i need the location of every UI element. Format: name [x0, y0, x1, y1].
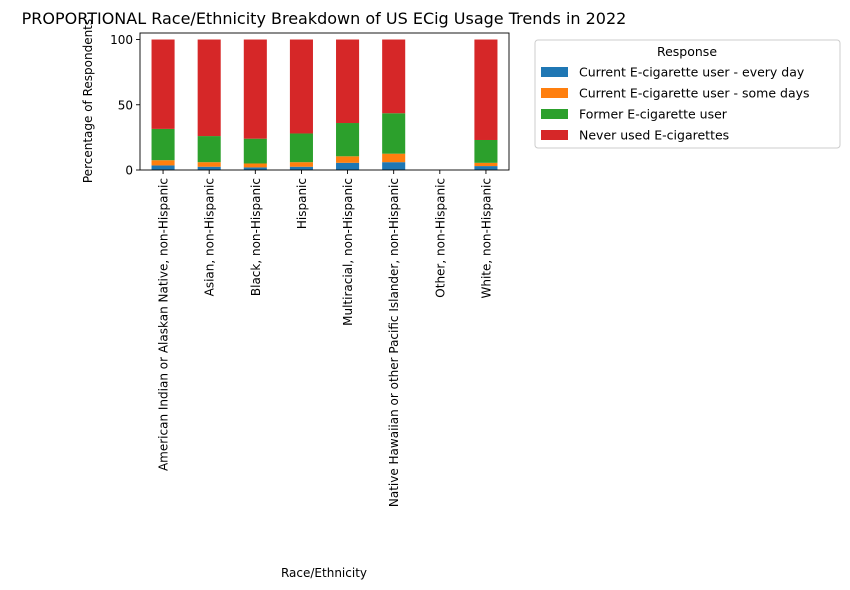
plot-frame	[139, 32, 510, 171]
legend-label-1: Current E-cigarette user - some days	[579, 86, 810, 101]
legend-swatch-3	[541, 130, 568, 140]
bar-segment-3-3	[289, 39, 313, 134]
legend: Response Current E-cigarette user - ever…	[534, 39, 841, 149]
bar-segment-0-1	[151, 160, 175, 166]
legend-swatch-1	[541, 88, 568, 98]
x-tick-label-6: Other, non-Hispanic	[433, 178, 447, 298]
x-tick-label-0: American Indian or Alaskan Native, non-H…	[157, 178, 171, 471]
bar-segment-1-0	[197, 166, 221, 170]
bar-segment-3-1	[289, 162, 313, 167]
bar-segment-2-0	[243, 167, 267, 170]
bar-segment-3-2	[289, 133, 313, 163]
bar-segment-1-3	[197, 39, 221, 137]
bar-segment-4-3	[336, 39, 360, 124]
bar-segment-3-0	[289, 166, 313, 170]
legend-label-2: Former E-cigarette user	[579, 107, 728, 122]
chart-title: PROPORTIONAL Race/Ethnicity Breakdown of…	[22, 9, 627, 28]
x-tick-label-7: White, non-Hispanic	[479, 178, 493, 299]
bar-segment-5-0	[382, 162, 406, 170]
legend-swatch-2	[541, 109, 568, 119]
y-tick-label-0: 0	[125, 164, 133, 178]
bar-segment-0-3	[151, 39, 175, 129]
y-tick-label-2: 100	[110, 33, 133, 47]
bar-segment-1-1	[197, 162, 221, 167]
x-tick-label-2: Black, non-Hispanic	[249, 178, 263, 296]
bar-segment-4-0	[336, 162, 360, 170]
legend-swatch-0	[541, 67, 568, 77]
bar-segment-7-1	[474, 162, 498, 167]
y-axis-ticks: 0 50 100	[110, 33, 140, 178]
bar-segment-2-2	[243, 138, 267, 164]
x-tick-label-1: Asian, non-Hispanic	[203, 178, 217, 296]
axes	[139, 32, 510, 171]
bar-segment-7-3	[474, 39, 498, 140]
bars-group	[151, 39, 498, 170]
legend-label-3: Never used E-cigarettes	[579, 128, 729, 143]
bar-segment-1-2	[197, 136, 221, 163]
y-axis-label: Percentage of Respondents	[81, 19, 95, 183]
legend-label-0: Current E-cigarette user - every day	[579, 65, 805, 80]
bar-segment-4-2	[336, 123, 360, 157]
bar-segment-5-3	[382, 39, 406, 114]
legend-items: Current E-cigarette user - every day Curr…	[541, 65, 810, 143]
bar-segment-0-0	[151, 165, 175, 170]
bar-segment-5-2	[382, 113, 406, 154]
x-tick-label-5: Native Hawaiian or other Pacific Islande…	[387, 178, 401, 507]
bar-segment-5-1	[382, 153, 406, 163]
x-tick-label-3: Hispanic	[295, 178, 309, 229]
bar-segment-7-0	[474, 166, 498, 170]
bar-segment-7-2	[474, 139, 498, 163]
bar-segment-2-3	[243, 39, 267, 139]
bar-segment-2-1	[243, 163, 267, 168]
x-tick-label-4: Multiracial, non-Hispanic	[341, 178, 355, 326]
x-axis-ticks: American Indian or Alaskan Native, non-H…	[157, 170, 493, 507]
bar-segment-4-1	[336, 156, 360, 163]
y-tick-label-1: 50	[118, 98, 133, 112]
x-axis-label: Race/Ethnicity	[281, 566, 367, 580]
legend-frame	[534, 39, 841, 149]
bar-segment-0-2	[151, 128, 175, 161]
legend-title: Response	[657, 44, 717, 59]
